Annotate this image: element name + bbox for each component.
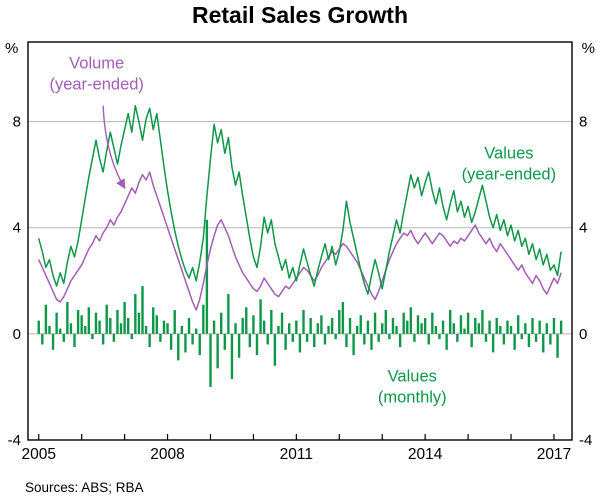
line-volume-yearended [38, 171, 562, 311]
unit-label-right: % [582, 40, 595, 57]
svg-text:8: 8 [13, 114, 21, 131]
svg-text:8: 8 [579, 114, 587, 131]
annotation-values-yearended-label: Values (year-ended) [462, 145, 556, 184]
unit-label-left: % [5, 40, 18, 57]
bars-values-monthly [37, 219, 563, 387]
sources-note: Sources: ABS; RBA [25, 480, 144, 495]
svg-text:(year-ended): (year-ended) [462, 166, 556, 184]
svg-text:4: 4 [579, 220, 587, 237]
svg-text:2008: 2008 [150, 446, 184, 463]
svg-text:0: 0 [579, 326, 587, 343]
line-values-yearended [37, 104, 562, 295]
plot-border [27, 41, 573, 441]
svg-text:4: 4 [13, 220, 21, 237]
svg-text:0: 0 [13, 326, 21, 343]
svg-text:-4: -4 [579, 432, 592, 449]
svg-text:2011: 2011 [280, 446, 313, 463]
svg-text:2017: 2017 [537, 446, 571, 463]
x-axis-labels: 2005 2008 2011 2014 2017 [21, 446, 571, 463]
annotation-arrow [102, 105, 126, 190]
svg-text:2014: 2014 [408, 446, 443, 463]
annotation-values-monthly-label: Values (monthly) [378, 368, 447, 407]
svg-text:2005: 2005 [21, 446, 55, 463]
svg-text:(monthly): (monthly) [378, 389, 447, 407]
chart-title: Retail Sales Growth [191, 2, 408, 28]
x-axis-ticks [38, 434, 555, 440]
annotation-volume-label: Volume (year-ended) [49, 55, 144, 190]
svg-text:-4: -4 [8, 432, 21, 449]
y-axis-labels: -4 -4 0 0 4 4 8 8%% [5, 40, 595, 449]
svg-text:(year-ended): (year-ended) [49, 76, 143, 94]
svg-text:Volume: Volume [69, 55, 124, 73]
svg-text:Values: Values [484, 145, 533, 163]
svg-text:Values: Values [388, 368, 437, 386]
